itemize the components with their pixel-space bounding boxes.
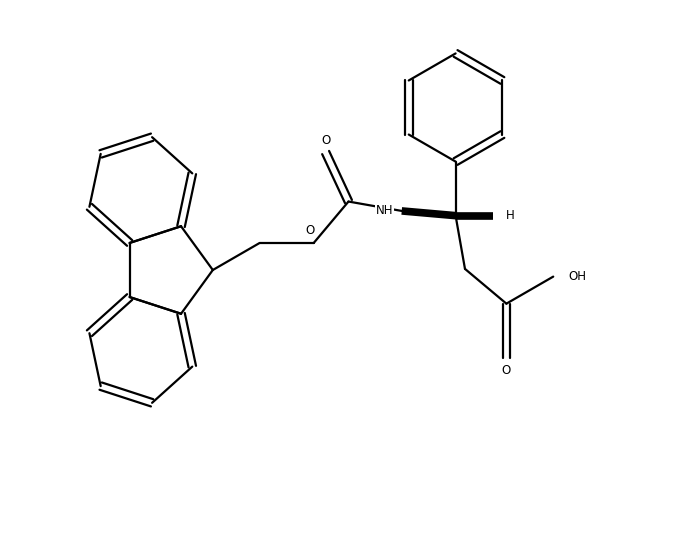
Text: OH: OH xyxy=(569,270,587,283)
Text: NH: NH xyxy=(376,205,393,218)
Text: O: O xyxy=(321,133,330,146)
Text: O: O xyxy=(306,224,315,237)
Text: H: H xyxy=(506,209,514,222)
Text: O: O xyxy=(502,364,511,377)
